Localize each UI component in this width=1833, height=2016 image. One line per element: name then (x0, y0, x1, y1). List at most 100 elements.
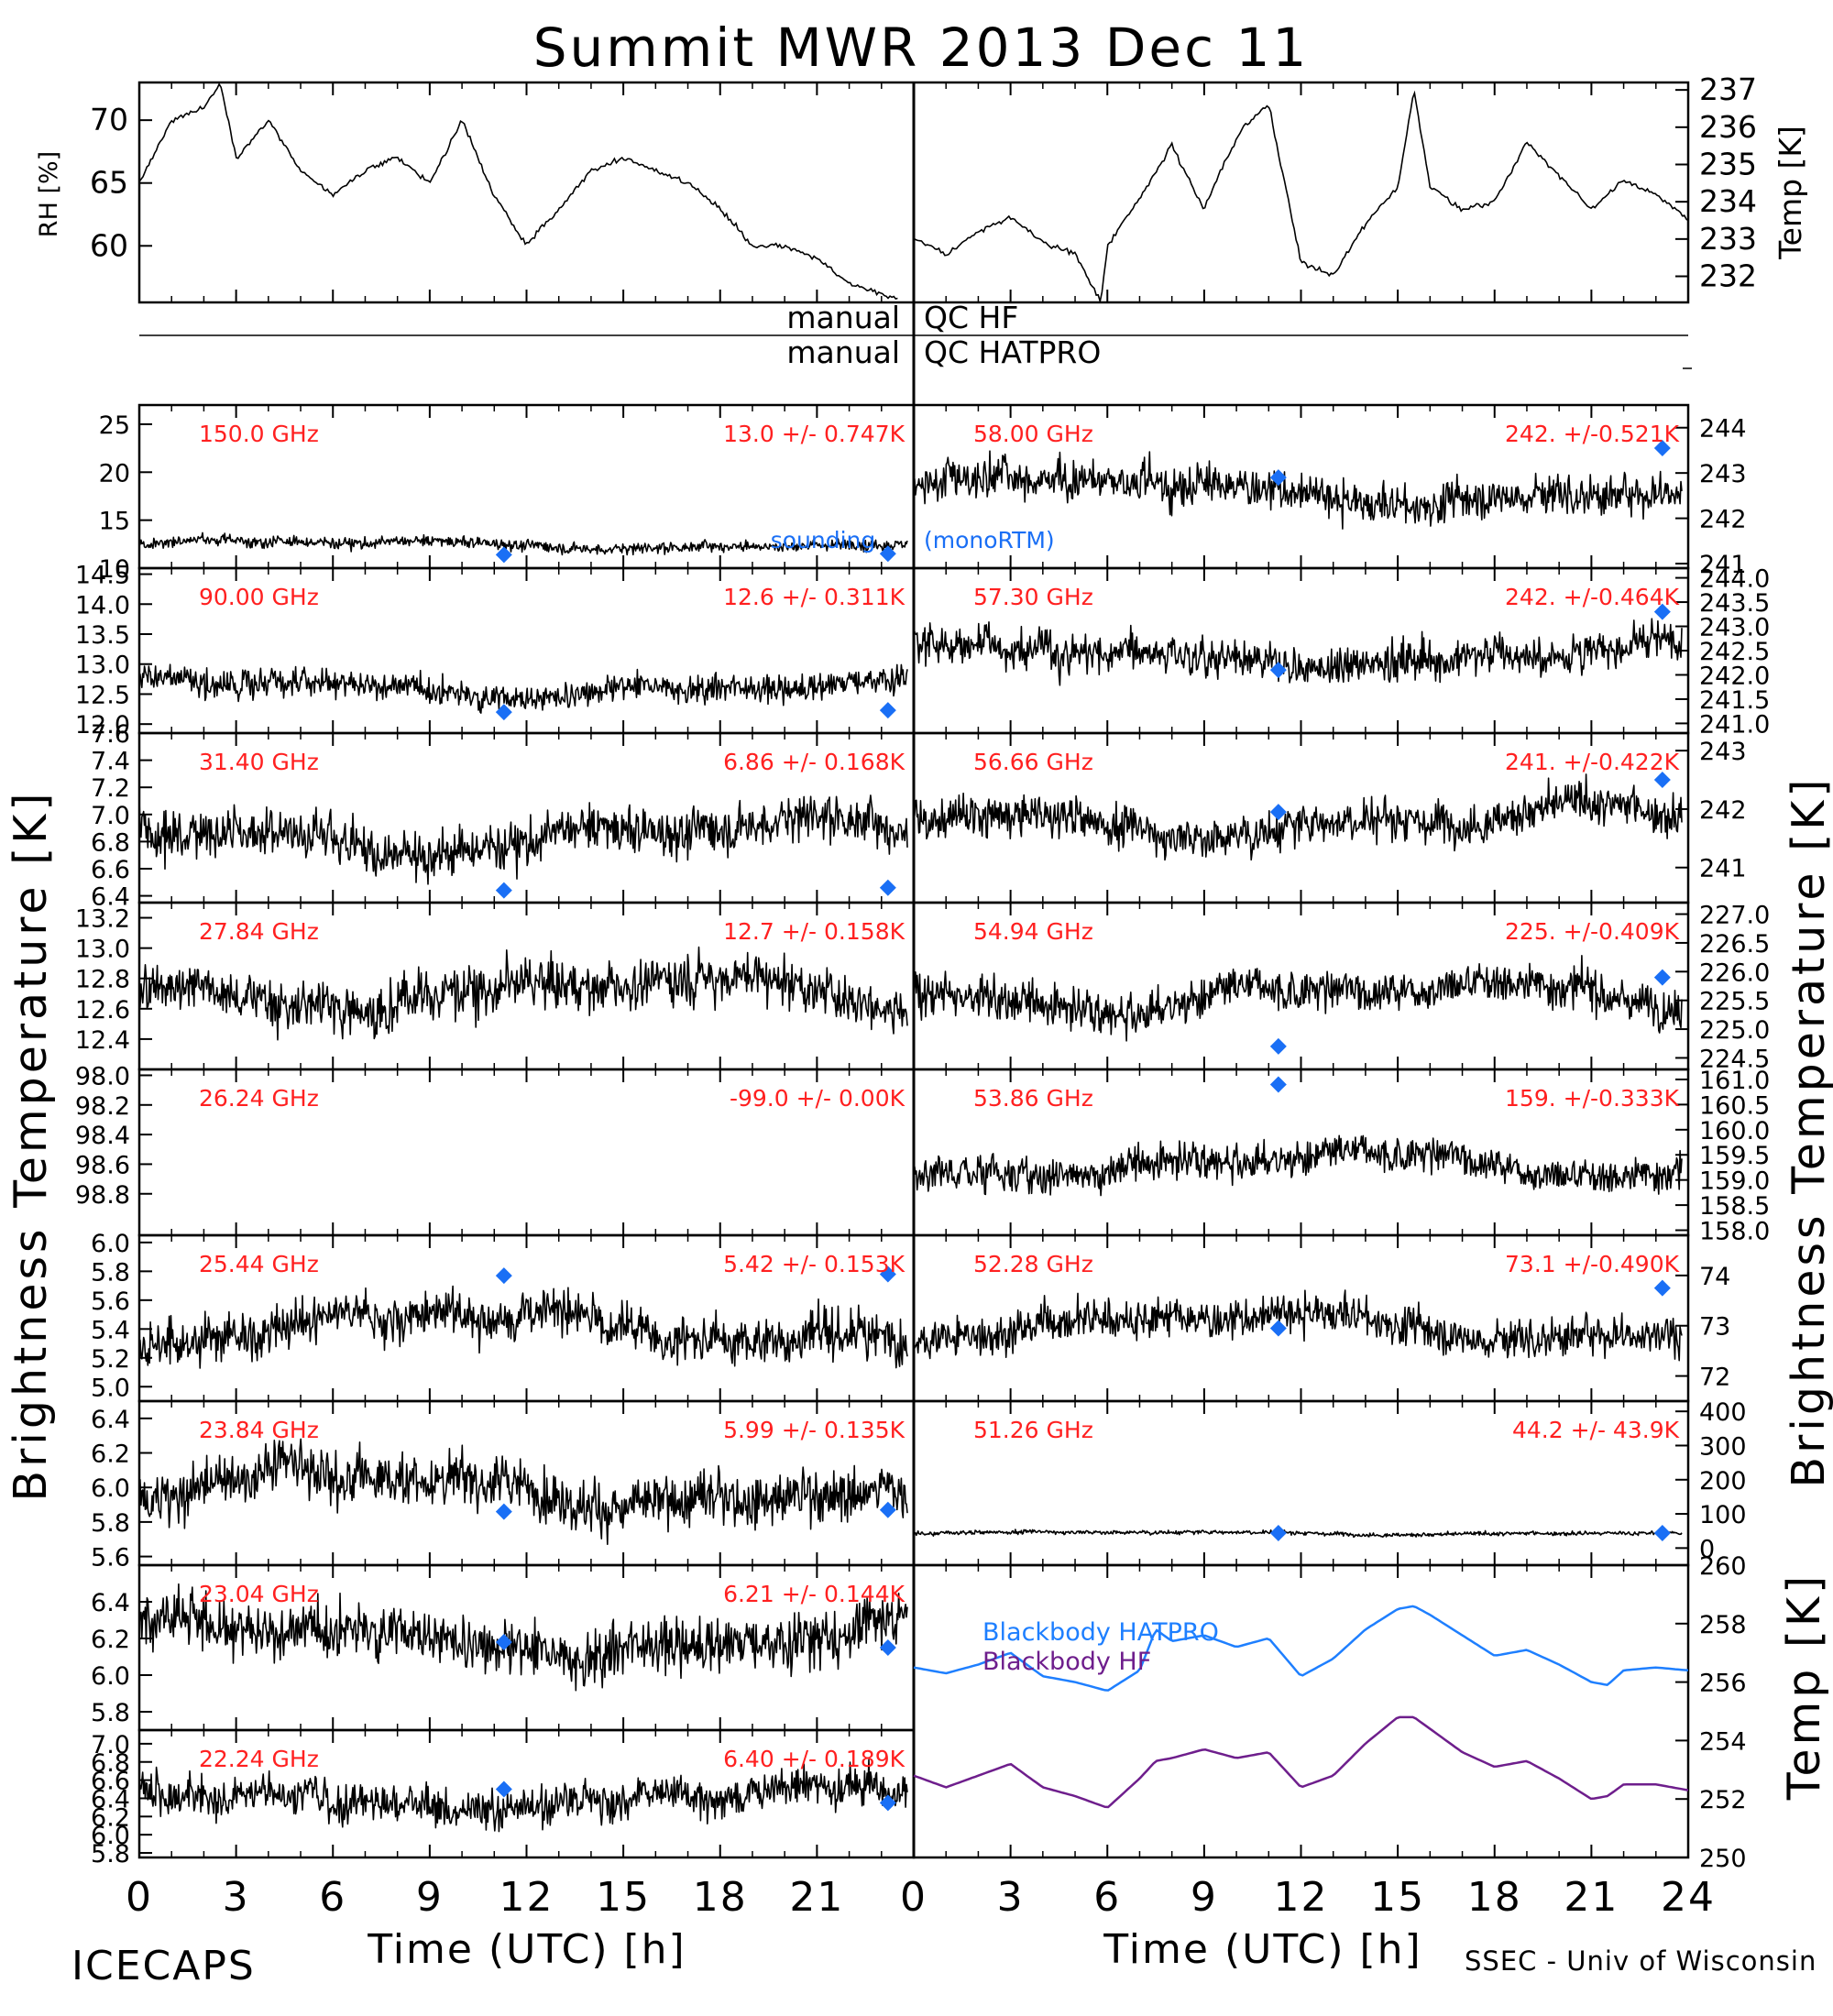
channel-trace (913, 955, 1683, 1042)
channel-y-tick-label: 6.6 (91, 856, 130, 884)
channel-y-tick-label: 20 (99, 459, 130, 488)
channel-y-tick-label: 98.4 (75, 1122, 130, 1150)
channel-frequency-label: 53.86 GHz (973, 1085, 1093, 1112)
qc-hatpro-right-label: QC HATPRO (924, 334, 1101, 370)
sounding-marker (879, 879, 896, 896)
channel-y-tick-label: 243 (1699, 738, 1747, 766)
x-tick-label: 0 (900, 1874, 927, 1921)
left-y-axis-label: Brightness Temperature [K] (5, 790, 57, 1502)
channel-y-tick-label: 241.0 (1699, 710, 1770, 739)
channel-y-tick-label: 6.2 (91, 1441, 130, 1469)
channel-y-tick-label: 73 (1699, 1313, 1730, 1342)
channel-frequency-label: 23.04 GHz (199, 1581, 319, 1607)
channel-y-tick-label: 242.5 (1699, 638, 1770, 666)
x-tick-label: 0 (126, 1874, 153, 1921)
legend-bb-hf: Blackbody HF (982, 1648, 1151, 1676)
channel-y-tick-label: 12.8 (75, 966, 130, 994)
sounding-marker (1269, 1320, 1287, 1337)
left-x-axis-label: Time (UTC) [h] (367, 1926, 686, 1973)
channel-trace (913, 450, 1683, 530)
sounding-marker (495, 704, 512, 721)
bb-y-tick-label: 256 (1699, 1670, 1747, 1698)
sounding-marker (495, 546, 512, 564)
channel-y-tick-label: 6.2 (91, 1626, 130, 1654)
channel-trace (138, 794, 908, 885)
channel-y-tick-label: 200 (1699, 1467, 1747, 1496)
channel-frequency-label: 57.30 GHz (973, 584, 1093, 610)
bb-y-tick-label: 260 (1699, 1552, 1747, 1581)
channel-y-tick-label: 6.4 (91, 1406, 130, 1434)
channel-trace (138, 946, 908, 1041)
channel-y-tick-label: 0 (1699, 1535, 1715, 1563)
sounding-marker (1653, 1279, 1671, 1297)
channel-y-tick-label: 14.5 (75, 562, 130, 590)
x-tick-label: 21 (1564, 1874, 1619, 1921)
channel-y-tick-label: 6.0 (91, 1662, 130, 1691)
temp-axis-label: Temp [K] (1773, 126, 1808, 260)
channel-panel-31-40-GHz: 7.67.47.27.06.86.66.4 31.40 GHz 6.86 +/- 0… (91, 720, 916, 912)
channel-stat-label: 225. +/-0.409K (1505, 918, 1680, 945)
channel-frequency-label: 22.24 GHz (199, 1746, 319, 1772)
bb-y-tick-label: 250 (1699, 1845, 1747, 1873)
channel-stat-label: 13.0 +/- 0.747K (723, 421, 906, 447)
bb-y-tick-label: 252 (1699, 1786, 1747, 1814)
channel-y-tick-label: 242 (1699, 506, 1747, 534)
left-channel-panels: 25 20 15 10 150.0 GHz 13.0 +/- 0.747K 14.514.0… (75, 403, 916, 1868)
channel-y-tick-label: 13.0 (75, 652, 130, 680)
bb-y-tick-label: 254 (1699, 1727, 1747, 1756)
sounding-marker (1269, 1037, 1287, 1055)
channel-y-tick-label: 225.0 (1699, 1016, 1770, 1045)
channel-y-tick-label: 400 (1699, 1398, 1747, 1427)
channel-y-tick-label: 12.4 (75, 1026, 130, 1055)
channel-frequency-label: 27.84 GHz (199, 918, 319, 945)
channel-y-tick-label: 74 (1699, 1263, 1730, 1291)
channel-y-tick-label: 5.8 (91, 1840, 130, 1868)
channel-y-tick-label: 241.5 (1699, 686, 1770, 715)
x-tick-label: 21 (789, 1874, 844, 1921)
sounding-marker (879, 1501, 896, 1518)
x-tick-label: 9 (1191, 1874, 1218, 1921)
channel-frequency-label: 31.40 GHz (199, 749, 319, 775)
channel-y-tick-label: 7.4 (91, 748, 130, 776)
blackbody-panel: 260 258 256 254 252 250 (912, 1552, 1747, 1873)
channel-y-tick-label: 6.0 (91, 1474, 130, 1503)
sounding-marker (1653, 1524, 1671, 1541)
right-y-axis-label: Brightness Temperature [K] (1783, 776, 1833, 1488)
channel-y-tick-label: 226.5 (1699, 930, 1770, 959)
bb-y-axis-label: Temp [K] (1778, 1572, 1830, 1802)
sounding-marker (495, 1267, 512, 1285)
left-x-tick-labels: 0 3 6 9 12 15 18 21 (126, 1874, 844, 1921)
channel-y-tick-label: 158.0 (1699, 1218, 1770, 1246)
channel-y-tick-label: 160.5 (1699, 1091, 1770, 1120)
qc-strip: manual QC HF manual QC HATPRO (139, 300, 1692, 370)
rh-plot: 70 65 60 (90, 82, 915, 302)
channel-y-tick-label: 6.4 (91, 1589, 130, 1617)
channel-panel-58-00-GHz: 244 243 242 241 58.00 GHz 242. +/-0.521K (912, 403, 1747, 579)
met-trace (913, 90, 1689, 302)
channel-y-tick-label: 243 (1699, 460, 1747, 488)
channel-panel-56-66-GHz: 243 242 241 56.66 GHz 241. +/-0.422K (912, 731, 1747, 904)
channel-y-tick-label: 241 (1699, 551, 1747, 579)
sounding-marker (495, 1634, 512, 1650)
channel-y-tick-label: 226.0 (1699, 959, 1770, 987)
channel-y-tick-label: 7.6 (91, 720, 130, 749)
channel-y-tick-label: 12.0 (75, 711, 130, 740)
channel-panel-90-00-GHz: 14.514.013.513.012.512.0 90.00 GHz 12.6 +/… (75, 562, 916, 740)
channel-panel-52-28-GHz: 74 73 72 52.28 GHz 73.1 +/-0.490K (912, 1233, 1730, 1403)
met-trace (138, 82, 898, 301)
channel-stat-label: 12.7 +/- 0.158K (723, 918, 906, 945)
channel-y-tick-label: 241 (1699, 855, 1747, 883)
channel-y-tick-label: 224.5 (1699, 1045, 1770, 1073)
channel-frequency-label: 56.66 GHz (973, 749, 1093, 775)
x-tick-label: 3 (997, 1874, 1025, 1921)
channel-stat-label: 159. +/-0.333K (1505, 1085, 1680, 1112)
qc-hatpro-left-label: manual (786, 334, 900, 370)
channel-stat-label: 6.86 +/- 0.168K (723, 749, 906, 775)
sounding-marker (879, 1794, 896, 1812)
channel-frequency-label: 25.44 GHz (199, 1251, 319, 1277)
channel-stat-label: 12.6 +/- 0.311K (723, 584, 906, 610)
channel-y-tick-label: 14.0 (75, 591, 130, 619)
channel-y-tick-label: 161.0 (1699, 1067, 1770, 1095)
